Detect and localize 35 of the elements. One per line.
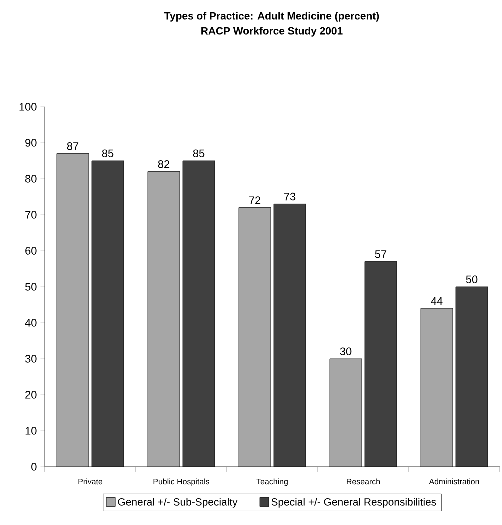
- bar: [420, 308, 454, 467]
- data-label: 82: [158, 160, 170, 168]
- bar: [57, 154, 89, 467]
- y-tick-label: 20: [26, 391, 37, 399]
- data-label: 30: [340, 348, 352, 356]
- data-label: 73: [284, 192, 296, 201]
- data-label: 85: [102, 150, 114, 158]
- bar: [365, 262, 397, 467]
- bar: [239, 208, 271, 467]
- data-label: 87: [67, 142, 79, 150]
- y-tick-label: 70: [26, 211, 37, 219]
- y-tick-label: 30: [25, 355, 37, 363]
- chart-subtitle: RACP Workforce Study 2001: [202, 27, 343, 37]
- y-tick-label: 80: [26, 175, 37, 183]
- y-tick-label: 40: [25, 319, 37, 327]
- bar: [92, 160, 124, 467]
- bar: [274, 204, 306, 467]
- y-tick-label: 10: [26, 427, 37, 435]
- legend-label: Special +/- General Responsibilities: [272, 498, 436, 508]
- data-label: 57: [375, 250, 387, 258]
- y-tick-label: 60: [26, 247, 37, 255]
- legend-label: General +/- Sub-Specialty: [118, 498, 238, 508]
- bar: [148, 172, 180, 467]
- chart-title: Types of Practice: Adult Medicine (percent): [164, 12, 380, 22]
- bar: [183, 160, 215, 467]
- bar: [456, 286, 488, 467]
- data-label: 44: [431, 298, 443, 306]
- data-label: 85: [193, 150, 205, 158]
- y-tick-label: 50: [25, 283, 37, 291]
- y-tick-label: 100: [20, 103, 37, 111]
- bar: [330, 358, 362, 467]
- data-label: 72: [249, 196, 261, 204]
- y-tick-label: 90: [26, 139, 37, 147]
- y-tick-label: 0: [32, 463, 37, 471]
- data-label: 50: [466, 276, 478, 284]
